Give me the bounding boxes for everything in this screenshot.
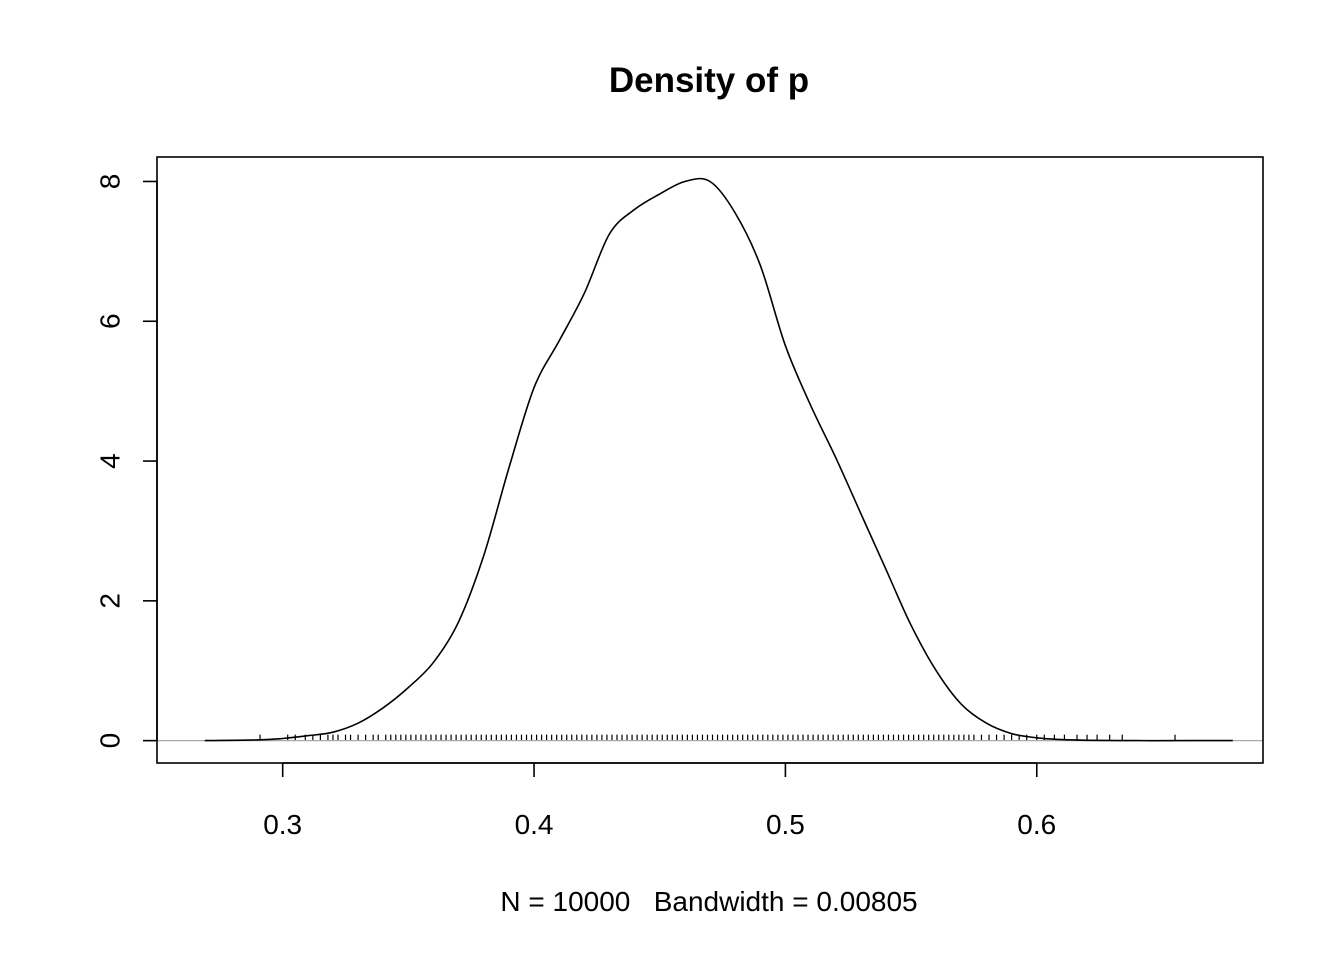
density-curve — [204, 177, 1233, 742]
x-tick-label: 0.6 — [1017, 809, 1056, 840]
y-tick-label: 6 — [95, 313, 126, 329]
y-tick-label: 2 — [95, 593, 126, 609]
chart-title: Density of p — [609, 61, 809, 100]
y-axis: 0 2 4 6 8 — [95, 174, 158, 749]
x-tick-label: 0.3 — [263, 809, 302, 840]
x-axis: 0.3 0.4 0.5 0.6 — [263, 762, 1056, 840]
x-axis-label: N = 10000 Bandwidth = 0.00805 — [500, 886, 917, 917]
y-tick-label: 4 — [95, 453, 126, 469]
x-tick-label: 0.5 — [766, 809, 805, 840]
y-tick-label: 0 — [95, 733, 126, 749]
y-tick-label: 8 — [95, 174, 126, 190]
plot-frame — [156, 156, 1264, 764]
rug-marks — [259, 734, 1176, 741]
x-tick-label: 0.4 — [515, 809, 554, 840]
